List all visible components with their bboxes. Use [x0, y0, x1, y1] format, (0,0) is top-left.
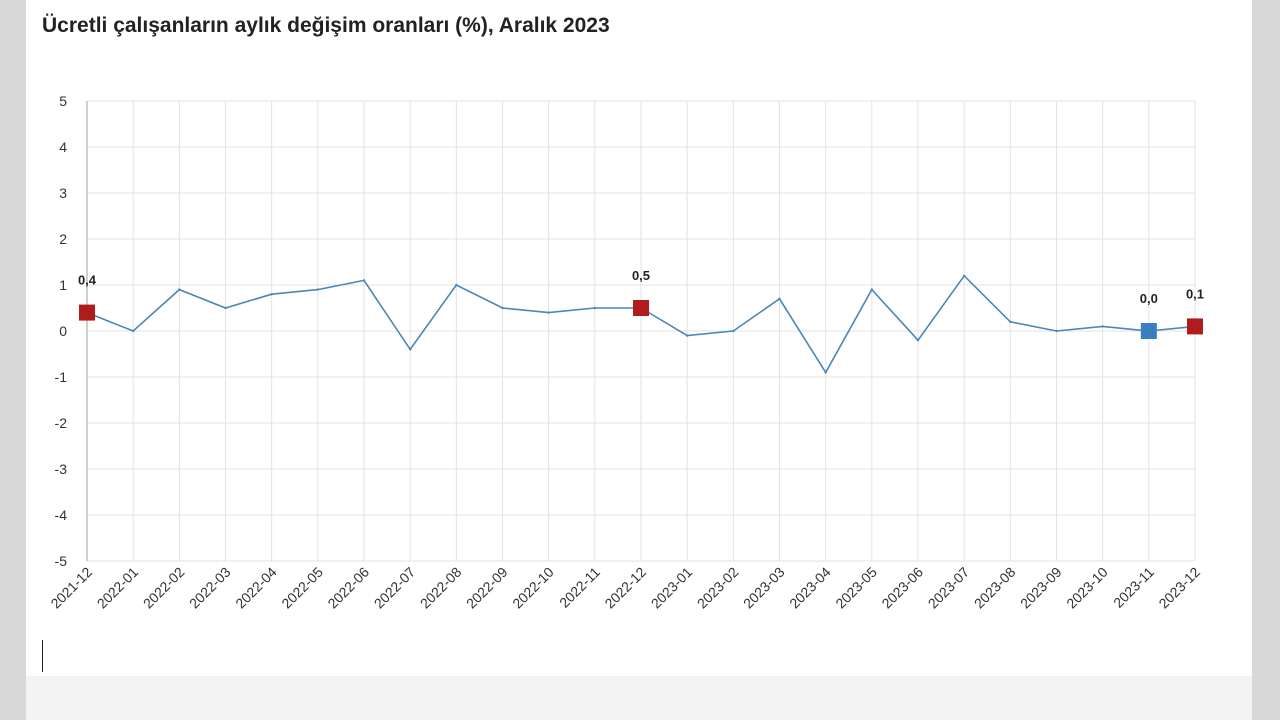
line-chart: 543210-1-2-3-4-52021-122022-012022-02202… — [47, 93, 1204, 612]
data-point — [270, 293, 273, 296]
highlight-marker — [1187, 318, 1203, 335]
data-point — [1101, 325, 1104, 328]
x-tick-label: 2022-01 — [94, 564, 142, 612]
left-background-strip — [0, 0, 26, 720]
x-tick-label: 2023-09 — [1017, 564, 1065, 612]
y-tick-label: 1 — [59, 277, 67, 293]
bottom-band — [26, 676, 1252, 720]
data-point — [824, 371, 827, 374]
data-point — [962, 274, 966, 277]
data-point — [316, 288, 320, 291]
data-point — [685, 334, 689, 337]
data-point — [1009, 320, 1012, 323]
data-point — [547, 311, 550, 314]
data-label: 0,5 — [632, 268, 650, 283]
y-tick-label: -4 — [55, 507, 68, 523]
x-tick-label: 2022-05 — [278, 564, 326, 612]
x-tick-label: 2023-08 — [971, 564, 1019, 612]
x-tick-label: 2022-11 — [556, 564, 603, 611]
x-tick-label: 2023-02 — [694, 564, 742, 612]
data-label: 0,0 — [1140, 291, 1158, 306]
y-tick-label: 0 — [59, 323, 67, 339]
y-tick-label: 2 — [59, 231, 67, 247]
x-tick-label: 2022-10 — [509, 564, 557, 612]
y-tick-label: 3 — [59, 185, 67, 201]
y-tick-label: 4 — [59, 139, 67, 155]
x-tick-label: 2023-06 — [878, 564, 926, 612]
x-tick-label: 2022-03 — [186, 564, 234, 612]
text-cursor — [42, 640, 43, 672]
x-tick-label: 2022-07 — [371, 564, 419, 612]
highlight-marker — [79, 304, 95, 321]
highlight-marker — [633, 300, 649, 316]
x-tick-label: 2021-12 — [47, 564, 95, 612]
x-tick-label: 2022-08 — [417, 564, 465, 612]
x-tick-label: 2023-03 — [740, 564, 788, 612]
x-tick-label: 2023-10 — [1063, 564, 1111, 612]
y-tick-label: -1 — [55, 369, 68, 385]
x-tick-label: 2023-12 — [1155, 564, 1203, 612]
y-tick-label: -3 — [55, 461, 68, 477]
x-tick-label: 2022-02 — [140, 564, 188, 612]
data-point — [131, 329, 135, 333]
data-point — [178, 288, 181, 291]
x-tick-label: 2023-04 — [786, 564, 834, 612]
y-tick-label: -5 — [55, 553, 68, 569]
x-tick-label: 2023-11 — [1110, 564, 1157, 611]
data-point — [593, 306, 597, 310]
chart-title: Ücretli çalışanların aylık değişim oranl… — [42, 14, 610, 37]
x-tick-label: 2022-06 — [324, 564, 372, 612]
data-label: 0,4 — [78, 273, 97, 288]
y-tick-label: -2 — [55, 415, 68, 431]
data-point — [501, 306, 504, 310]
data-point — [362, 279, 366, 282]
x-tick-label: 2022-12 — [601, 564, 649, 612]
data-point — [778, 297, 781, 300]
right-background-strip — [1252, 0, 1280, 720]
data-point — [408, 348, 412, 351]
x-tick-label: 2022-04 — [232, 564, 280, 612]
x-tick-label: 2023-01 — [648, 564, 696, 612]
data-point — [916, 339, 920, 342]
data-label: 0,1 — [1186, 286, 1204, 301]
chart-panel: Ücretli çalışanların aylık değişim oranl… — [26, 0, 1252, 676]
data-point — [732, 329, 735, 333]
data-point — [455, 283, 458, 287]
x-tick-label: 2022-09 — [463, 564, 511, 612]
highlight-marker — [1140, 323, 1157, 339]
x-tick-label: 2023-07 — [925, 564, 973, 612]
data-point — [1055, 329, 1058, 333]
data-point — [870, 288, 874, 291]
data-point — [224, 306, 227, 310]
x-tick-label: 2023-05 — [832, 564, 880, 612]
y-tick-label: 5 — [59, 93, 67, 109]
